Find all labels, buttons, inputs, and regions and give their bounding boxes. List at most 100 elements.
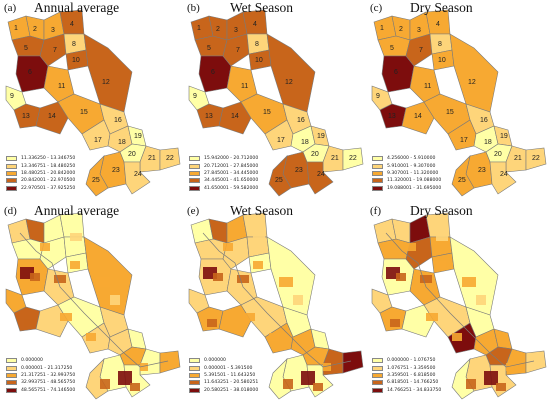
legend-row: 21.317251 - 32.993750: [6, 372, 75, 379]
legend-label: 15.942000 - 20.712000: [204, 156, 259, 162]
legend-label: 1.076751 - 3.359500: [387, 365, 436, 371]
panel-title: Wet Season: [230, 203, 294, 218]
legend-row: 22.970501 - 37.925250: [6, 185, 75, 192]
legend-label: 14.766251 - 34.833750: [387, 387, 442, 393]
subbasin-label: 9: [376, 93, 380, 100]
map-panel-d: (d) Annual average 0.000000 0.000001 - 2…: [0, 203, 183, 405]
subbasin-label: 25: [92, 177, 100, 184]
legend: 0.000000 0.000001 - 5.391500 5.391501 - …: [189, 357, 258, 394]
panel-title: Annual average: [34, 0, 120, 15]
hru-cell: [293, 295, 303, 305]
legend-row: 18.480251 - 20.842000: [6, 170, 75, 177]
hru-cell: [40, 243, 50, 251]
map-panel-b: 1 2 3 4 5 6 7 8 9 10 11 12 13 14 15 16 17 18 19 20 21 22 23 24 2…: [183, 0, 366, 202]
legend-row: 20.842001 - 22.970500: [6, 177, 75, 184]
subbasin-label: 12: [285, 79, 293, 86]
subbasin-label: 4: [70, 21, 74, 28]
hru-cell: [100, 379, 110, 389]
legend-label: 11.643251 - 20.580251: [204, 380, 259, 386]
legend-swatch: [189, 156, 200, 162]
hru-cell: [86, 333, 96, 341]
legend-swatch: [189, 380, 200, 386]
legend-row: 11.320001 - 19.088000: [372, 177, 441, 184]
legend-label: 9.307001 - 11.320000: [387, 170, 439, 176]
hru-cell: [506, 363, 514, 371]
hru-cell: [462, 277, 476, 287]
hru-cell: [426, 313, 438, 321]
legend-swatch: [6, 156, 17, 162]
legend-swatch: [6, 372, 17, 378]
subbasin-polygon: [218, 101, 252, 135]
subbasin-label: 4: [253, 21, 257, 28]
subbasin-polygon: [342, 350, 364, 374]
subbasin-label: 25: [275, 177, 283, 184]
subbasin-polygon: [525, 350, 547, 374]
subbasin-label: 5: [390, 45, 394, 52]
legend-label: 3.359501 - 6.818500: [387, 372, 436, 378]
map-e: [188, 212, 364, 400]
subbasin-label: 17: [277, 137, 285, 144]
subbasin-label: 10: [72, 57, 80, 64]
subbasin-polygon: [405, 33, 433, 67]
hru-cell: [24, 319, 34, 327]
legend-swatch: [189, 365, 200, 371]
legend-row: 32.993751 - 48.565750: [6, 379, 75, 386]
map-f: [371, 212, 547, 400]
subbasin-label: 2: [399, 26, 403, 33]
subbasin-label: 14: [48, 113, 56, 120]
subbasin-polygon: [139, 145, 161, 173]
subbasin-label: 21: [514, 155, 522, 162]
subbasin-label: 24: [134, 171, 142, 178]
legend-row: 14.766251 - 34.833750: [372, 387, 441, 394]
subbasin-label: 22: [532, 155, 540, 162]
legend-label: 20.580251 - 38.018000: [204, 387, 259, 393]
subbasin-polygon: [451, 155, 475, 197]
subbasin-label: 22: [349, 155, 357, 162]
legend-swatch: [372, 372, 383, 378]
hru-cell: [70, 261, 80, 269]
subbasin-label: 11: [58, 83, 65, 90]
legend-label: 5.910001 - 9.307000: [387, 163, 436, 169]
legend: 11.336250 - 13.346750 13.346751 - 18.480…: [6, 155, 75, 192]
legend-swatch: [372, 178, 383, 184]
subbasin-label: 20: [494, 151, 502, 158]
hru-cell: [207, 319, 217, 327]
legend-label: 19.088001 - 31.695000: [387, 185, 442, 191]
river-line: [202, 232, 352, 368]
legend-swatch: [189, 372, 200, 378]
hru-cell: [390, 319, 400, 327]
hru-cell: [110, 295, 120, 305]
subbasin-polygon: [525, 147, 547, 171]
hru-cell: [283, 379, 293, 389]
subbasin-label: 17: [94, 137, 102, 144]
subbasin-label: 1: [380, 25, 384, 32]
legend: 15.942000 - 20.712000 20.712001 - 27.845…: [189, 155, 258, 192]
map-panel-a: 1 2 3 4 5 6 7 8 9 10 11 12 13 14 15 16 17 18 19 20 21 22 23 24 2…: [0, 0, 183, 202]
legend-row: 4.256000 - 5.910000: [372, 155, 441, 162]
subbasin-polygon: [159, 147, 181, 171]
legend-row: 0.000001 - 5.391500: [189, 364, 258, 371]
legend-swatch: [372, 358, 383, 364]
legend-row: 5.910001 - 9.307000: [372, 162, 441, 169]
subbasin-label: 5: [207, 45, 211, 52]
legend-swatch: [189, 358, 200, 364]
legend-row: 6.818501 - 14.766250: [372, 379, 441, 386]
legend-row: 5.391501 - 11.643250: [189, 372, 258, 379]
subbasin-label: 15: [80, 109, 88, 116]
hru-cell: [452, 333, 462, 341]
legend-row: 11.336250 - 13.346750: [6, 155, 75, 162]
legend-row: 0.000000 - 1.076750: [372, 357, 441, 364]
legend-label: 18.480251 - 20.842000: [21, 170, 76, 176]
legend-swatch: [189, 163, 200, 169]
subbasin-polygon: [489, 161, 517, 195]
hru-cell: [253, 233, 265, 241]
map-panel-f: (f) Dry Season 0.000000 - 1.076750 1.076…: [366, 203, 549, 405]
legend-row: 15.942000 - 20.712000: [189, 155, 258, 162]
hru-cell: [406, 243, 416, 251]
subbasin-label: 5: [24, 45, 28, 52]
subbasin-label: 15: [446, 109, 454, 116]
hru-cell: [496, 383, 506, 391]
legend-row: 34.445001 - 41.650000: [189, 177, 258, 184]
subbasin-polygon: [198, 55, 232, 93]
subbasin-label: 19: [134, 133, 142, 140]
